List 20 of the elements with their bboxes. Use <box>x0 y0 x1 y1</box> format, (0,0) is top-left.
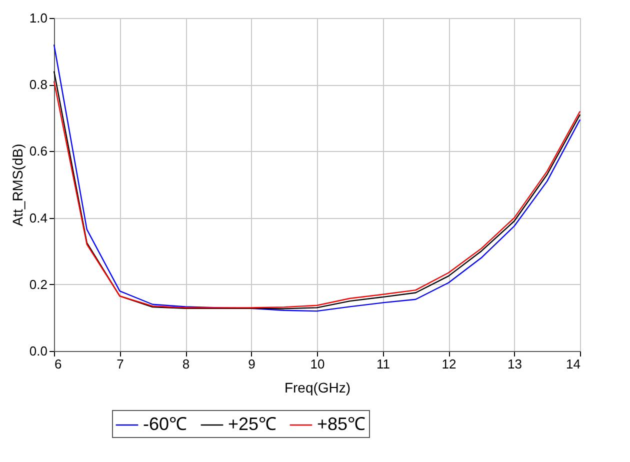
y-tick-label: 0.4 <box>29 210 48 226</box>
x-tick-label: 9 <box>248 356 256 372</box>
x-axis-title: Freq(GHz) <box>284 380 351 396</box>
y-tick-label: 0.2 <box>29 276 48 292</box>
x-tick-label: 12 <box>442 356 456 372</box>
x-tick-label: 13 <box>508 356 522 372</box>
y-tick-label: 0.0 <box>29 344 48 358</box>
y-axis-title: Att_RMS(dB) <box>9 144 26 226</box>
x-tick-label: 14 <box>566 356 580 372</box>
y-tick-label: 0.8 <box>29 77 48 92</box>
x-tick-label: 7 <box>116 356 124 372</box>
legend-label: +25℃ <box>228 414 277 434</box>
x-tick-label: 11 <box>376 356 390 372</box>
y-tick-label: 1.0 <box>29 10 48 26</box>
x-tick-label: 6 <box>54 356 62 372</box>
y-tick-label: 0.6 <box>29 144 48 159</box>
legend-label: -60℃ <box>143 414 188 434</box>
legend-label: +85℃ <box>317 414 366 434</box>
x-tick-label: 8 <box>182 356 190 372</box>
x-tick-label: 10 <box>310 356 325 372</box>
